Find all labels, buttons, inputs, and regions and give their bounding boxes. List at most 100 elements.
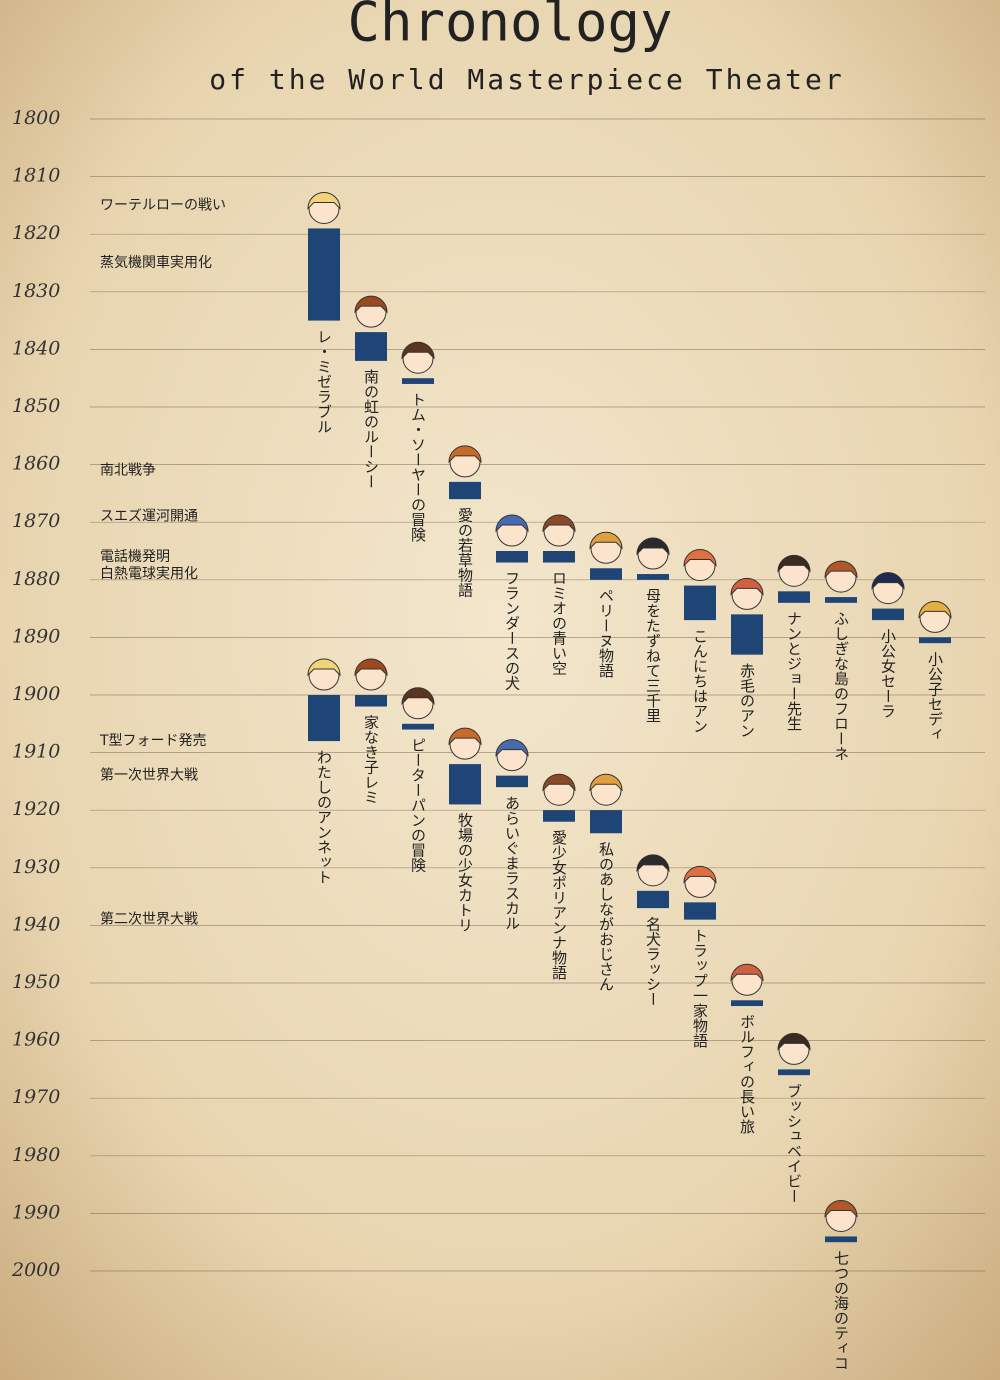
hair <box>401 341 435 360</box>
title-label: フランダースの犬 <box>503 571 521 691</box>
bar <box>308 695 340 742</box>
hair <box>683 865 717 884</box>
title-label: 牧場の少女カトリ <box>456 812 474 932</box>
bar <box>590 568 622 580</box>
title-label: 小公子セディ <box>926 651 944 741</box>
bar <box>449 764 481 805</box>
y-tick-label: 1980 <box>12 1144 60 1166</box>
hair <box>730 577 764 596</box>
y-tick-label: 1800 <box>12 107 60 129</box>
chart-title: Chronology <box>347 0 672 54</box>
y-tick-label: 1880 <box>12 568 60 590</box>
chart-subtitle: of the World Masterpiece Theater <box>209 63 844 96</box>
y-tick-label: 1970 <box>12 1086 60 1108</box>
hair <box>636 537 670 556</box>
y-tick-label: 1870 <box>12 510 60 532</box>
y-tick-label: 2000 <box>11 1259 60 1281</box>
y-tick-label: 1850 <box>12 395 60 417</box>
hair <box>448 727 482 746</box>
title-label: レ・ミゼラブル <box>315 329 333 434</box>
y-tick-label: 1860 <box>12 453 60 475</box>
title-label: ピーターパンの冒険 <box>409 738 427 873</box>
title-label: トム・ソーヤーの冒険 <box>409 392 427 542</box>
bar <box>402 378 434 384</box>
y-tick-label: 1910 <box>12 741 60 763</box>
bar <box>355 332 387 361</box>
y-tick-label: 1840 <box>12 337 60 359</box>
hair <box>542 514 576 533</box>
event-label: ワーテルローの戦い <box>100 197 226 213</box>
hair <box>824 1199 858 1218</box>
y-tick-label: 1830 <box>12 280 60 302</box>
hair <box>589 531 623 550</box>
bar <box>355 695 387 707</box>
hair <box>824 560 858 579</box>
hair <box>448 445 482 464</box>
hair <box>354 658 388 677</box>
bar <box>637 574 669 580</box>
hair <box>636 854 670 873</box>
event-label: 蒸気機関車実用化 <box>100 254 212 271</box>
title-label: 赤毛のアン <box>738 663 756 738</box>
bar <box>308 228 340 321</box>
title-label: ブッシュベイビー <box>785 1083 803 1203</box>
hair <box>542 773 576 792</box>
title-label: あらいぐまラスカル <box>503 795 521 930</box>
title-label: 南の虹のルーシー <box>362 369 380 489</box>
bar <box>449 481 481 500</box>
event-label: 電話機発明 <box>100 548 170 565</box>
bar <box>825 1236 857 1243</box>
hair <box>777 1032 811 1051</box>
y-tick-label: 1900 <box>12 683 60 705</box>
y-tick-label: 1930 <box>12 856 60 878</box>
title-label: ボルフィの長い旅 <box>738 1014 756 1135</box>
event-label: T型フォード発売 <box>99 733 207 749</box>
y-tick-label: 1940 <box>12 913 60 935</box>
event-label: 白熱電球実用化 <box>100 566 198 582</box>
y-tick-label: 1890 <box>12 625 60 647</box>
y-tick-label: 1960 <box>12 1029 60 1051</box>
hair <box>495 514 529 533</box>
title-label: トラップ一家物語 <box>691 928 709 1048</box>
hair <box>354 295 388 314</box>
event-label: 第二次世界大戦 <box>100 911 198 928</box>
title-label: ふしぎな島のフローネ <box>832 611 850 761</box>
title-label: 母をたずねて三千里 <box>644 588 662 723</box>
title-label: 家なき子レミ <box>362 715 380 805</box>
hair <box>307 191 341 210</box>
y-tick-label: 1990 <box>12 1201 60 1223</box>
bar <box>590 810 622 834</box>
bar <box>543 551 575 563</box>
bar <box>543 810 575 822</box>
y-tick-label: 1950 <box>12 971 60 993</box>
event-label: 南北戦争 <box>100 462 156 478</box>
bar <box>637 890 669 909</box>
title-label: 愛の若草物語 <box>456 507 474 597</box>
title-label: 名犬ラッシー <box>644 916 662 1006</box>
y-tick-label: 1820 <box>12 222 60 244</box>
event-label: 第一次世界大戦 <box>100 767 198 784</box>
y-tick-label: 1920 <box>12 798 60 820</box>
title-label: 私のあしながおじさん <box>597 841 615 991</box>
bar <box>872 608 904 621</box>
hair <box>683 549 717 567</box>
title-label: こんにちはアン <box>691 628 709 733</box>
title-label: 小公女セーラ <box>879 628 897 718</box>
hair <box>307 658 341 677</box>
y-tick-label: 1810 <box>12 165 60 187</box>
bar <box>684 585 716 621</box>
bar <box>825 597 857 603</box>
hair <box>495 739 529 757</box>
bar <box>402 723 434 730</box>
bar <box>496 775 528 788</box>
title-label: ナンとジョー先生 <box>785 611 803 731</box>
event-label: スエズ運河開通 <box>100 508 198 524</box>
hair <box>918 600 952 619</box>
hair <box>589 773 623 792</box>
bar <box>731 1000 763 1007</box>
bar <box>919 637 951 644</box>
title-label: ペリーヌ物語 <box>597 588 615 678</box>
